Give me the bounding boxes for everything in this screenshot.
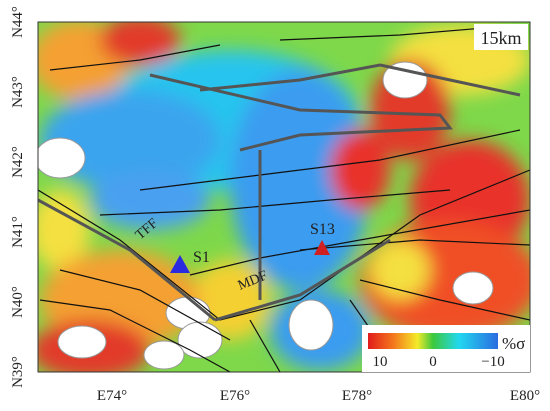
station-label: S13 [310,221,335,238]
station-marker [314,240,330,255]
lat-label: N43° [10,76,26,108]
depth-label: 15km [480,28,521,48]
colorbar: %σ 10 0 −10 [362,325,530,372]
colorbar-label: 10 [373,354,388,370]
major-faults [38,63,521,322]
lon-label: E78° [342,388,372,404]
lat-label: N44° [10,6,26,38]
lat-labels: N44° N43° N42° N41° N40° N39° [10,6,26,388]
lat-label: N40° [10,286,26,318]
colorbar-label: 0 [429,354,437,370]
lat-label: N42° [10,146,26,178]
lat-label: N39° [10,356,26,388]
colorbar-gradient [368,333,498,349]
lon-label: E74° [97,388,127,404]
station-marker [170,255,190,273]
lat-label: N41° [10,216,26,248]
lon-label: E80° [510,388,540,404]
colorbar-unit: %σ [502,334,525,353]
lon-label: E76° [220,388,250,404]
lon-labels: E74° E76° E78° E80° [97,388,540,404]
label-bg [474,24,528,50]
frame [37,21,531,373]
velocity-field [38,22,530,372]
colorbar-label: −10 [481,354,504,370]
station-label: S1 [193,249,210,266]
